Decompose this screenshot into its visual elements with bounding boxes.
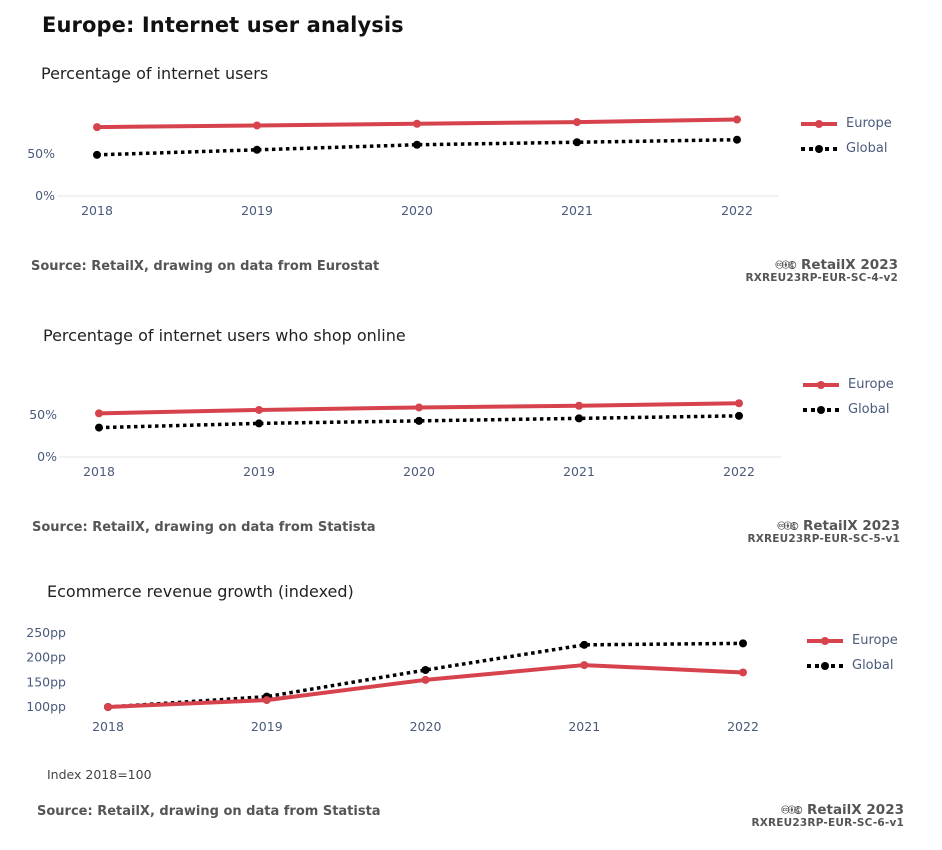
legend-revenue-growth: Europe Global	[806, 628, 898, 678]
brand-label: RetailX 2023	[806, 802, 904, 818]
credit-3: 🅭🅯🅮 RetailX 2023 RXREU23RP-EUR-SC-6-v1	[751, 803, 904, 829]
data-point-europe	[262, 696, 271, 705]
data-point-europe	[104, 703, 112, 711]
chart-group-2: 100pp 150pp 200pp 250pp 2018 2019 2020 2021 2022	[26, 625, 759, 734]
x-tick-label: 2021	[568, 719, 600, 734]
data-point-europe	[95, 409, 103, 418]
cc-license-icon: 🅭🅯🅮	[777, 519, 798, 533]
source-text-3: Source: RetailX, drawing on data from St…	[37, 804, 381, 819]
credit-1: 🅭🅯🅮 RetailX 2023 RXREU23RP-EUR-SC-4-v2	[745, 258, 898, 284]
brand-label: RetailX 2023	[800, 257, 898, 273]
legend-label-europe: Europe	[852, 633, 898, 648]
series-line-global	[96, 137, 738, 157]
legend-swatch-global	[807, 661, 843, 670]
legend-item-europe[interactable]: Europe	[800, 111, 892, 136]
y-tick-label: 200pp	[26, 650, 66, 665]
x-tick-label: 2021	[561, 203, 593, 218]
y-tick-label: 100pp	[26, 699, 66, 714]
data-point-europe	[421, 675, 430, 684]
x-tick-label: 2019	[243, 464, 275, 479]
data-point-europe	[735, 399, 743, 408]
x-tick-label: 2020	[410, 719, 442, 734]
credit-2: 🅭🅯🅮 RetailX 2023 RXREU23RP-EUR-SC-5-v1	[747, 519, 900, 545]
legend-swatch-europe	[801, 119, 837, 128]
data-point-europe	[413, 119, 421, 128]
legend-swatch-global	[803, 405, 839, 414]
series-line-global	[107, 641, 744, 709]
legend-shop-online: Europe Global	[802, 372, 894, 422]
data-point-global	[253, 145, 261, 154]
x-tick-label: 2018	[92, 719, 124, 734]
source-text-2: Source: RetailX, drawing on data from St…	[32, 520, 376, 535]
data-point-europe	[575, 401, 583, 410]
x-tick-label: 2018	[83, 464, 115, 479]
data-point-global	[580, 640, 589, 649]
legend-label-global: Global	[846, 141, 888, 156]
data-point-europe	[580, 661, 589, 670]
legend-item-europe[interactable]: Europe	[806, 628, 898, 653]
page-title: Europe: Internet user analysis	[42, 13, 404, 37]
index-note: Index 2018=100	[47, 767, 152, 782]
x-tick-label: 2019	[251, 719, 283, 734]
legend-internet-users: Europe Global	[800, 111, 892, 161]
y-tick-label: 0%	[37, 449, 57, 464]
legend-item-global[interactable]: Global	[806, 653, 898, 678]
data-point-global	[733, 135, 741, 144]
x-tick-label: 2022	[727, 719, 759, 734]
legend-swatch-global	[801, 144, 837, 153]
chart-group-1: 0% 50% 2018 2019 2020 2021 2022	[29, 399, 781, 479]
data-point-global	[95, 423, 103, 432]
data-point-global	[421, 666, 430, 674]
chart-code: RXREU23RP-EUR-SC-6-v1	[751, 817, 904, 829]
data-point-europe	[93, 123, 101, 132]
data-point-europe	[739, 668, 747, 677]
source-text-1: Source: RetailX, drawing on data from Eu…	[31, 259, 380, 274]
data-point-europe	[255, 405, 263, 414]
x-tick-label: 2020	[403, 464, 435, 479]
y-tick-label: 50%	[29, 407, 57, 422]
data-point-global	[575, 414, 583, 423]
chart-code: RXREU23RP-EUR-SC-5-v1	[747, 533, 900, 545]
chart-code: RXREU23RP-EUR-SC-4-v2	[745, 272, 898, 284]
cc-license-icon: 🅭🅯🅮	[775, 258, 796, 272]
legend-item-global[interactable]: Global	[800, 136, 892, 161]
data-point-global	[573, 138, 581, 147]
legend-label-global: Global	[852, 658, 894, 673]
y-tick-label: 50%	[27, 146, 55, 161]
series-line-global	[98, 414, 740, 430]
chart-title-shop-online: Percentage of internet users who shop on…	[43, 326, 406, 345]
data-point-europe	[573, 118, 581, 127]
x-tick-label: 2021	[563, 464, 595, 479]
legend-item-europe[interactable]: Europe	[802, 372, 894, 397]
data-point-global	[415, 416, 423, 425]
legend-swatch-europe	[807, 636, 843, 645]
data-point-global	[93, 150, 101, 159]
legend-label-global: Global	[848, 402, 890, 417]
y-tick-label: 0%	[35, 188, 55, 203]
x-tick-label: 2019	[241, 203, 273, 218]
brand-label: RetailX 2023	[802, 518, 900, 534]
chart-title-revenue-growth: Ecommerce revenue growth (indexed)	[47, 582, 354, 601]
legend-label-europe: Europe	[848, 377, 894, 392]
data-point-europe	[415, 403, 423, 412]
legend-item-global[interactable]: Global	[802, 397, 894, 422]
legend-label-europe: Europe	[846, 116, 892, 131]
chart-group-0: 0% 50% 2018 2019 2020 2021 2022	[27, 115, 779, 218]
x-tick-label: 2018	[81, 203, 113, 218]
data-point-global	[735, 411, 743, 420]
cc-license-icon: 🅭🅯🅮	[781, 803, 802, 817]
x-tick-label: 2022	[721, 203, 753, 218]
y-tick-label: 150pp	[26, 674, 66, 689]
data-point-europe	[253, 121, 261, 130]
data-point-global	[255, 419, 263, 428]
legend-swatch-europe	[803, 380, 839, 389]
data-point-global	[413, 140, 421, 149]
data-point-europe	[733, 115, 741, 124]
chart-title-internet-users: Percentage of internet users	[41, 64, 269, 83]
x-tick-label: 2020	[401, 203, 433, 218]
data-point-global	[739, 639, 747, 648]
x-tick-label: 2022	[723, 464, 755, 479]
y-tick-label: 250pp	[26, 625, 66, 640]
